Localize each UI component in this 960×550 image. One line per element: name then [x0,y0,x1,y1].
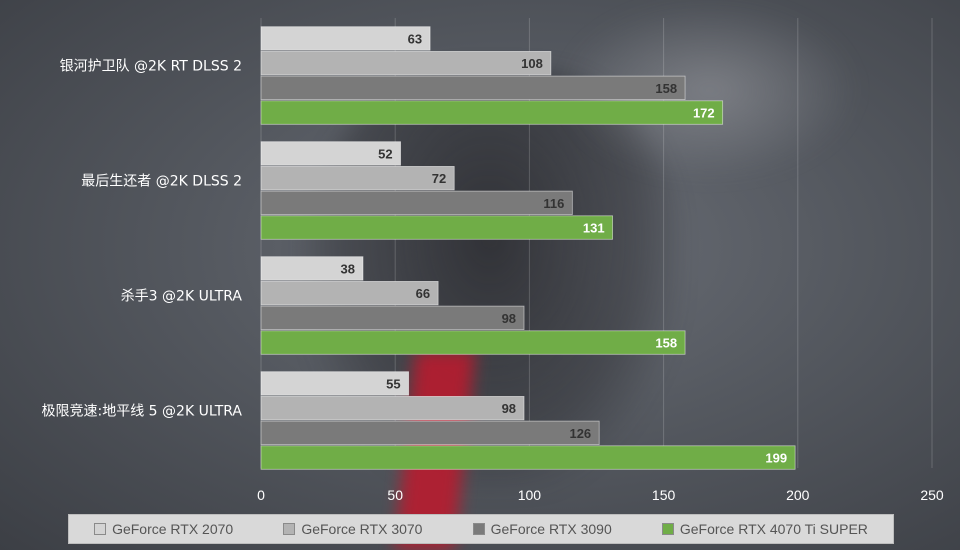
labels: 0 50 100 150 200 250 63 108 158 172 银河护卫队 @2K RT D… [42,31,944,503]
x-tick-label: 50 [387,487,403,503]
data-label: 131 [583,221,605,236]
legend-item-rtx-2070: GeForce RTX 2070 [94,521,233,537]
category-label: 极限竞速:地平线 5 @2K ULTRA [42,403,243,420]
x-tick-label: 100 [518,487,542,503]
legend-label: GeForce RTX 3090 [490,521,612,537]
legend-item-rtx-3070: GeForce RTX 3070 [283,521,422,537]
bar [260,100,724,125]
category-label: 最后生还者 @2K DLSS 2 [81,174,242,190]
legend-swatch-icon [661,523,674,535]
data-label: 52 [378,146,392,161]
bar [260,51,552,76]
bar [260,26,431,51]
bar [260,215,614,240]
legend-label: GeForce RTX 2070 [112,521,234,537]
bar [260,165,455,191]
bar [260,305,525,331]
bar [260,190,573,216]
data-label: 116 [543,196,564,211]
x-tick-label: 0 [257,487,265,503]
legend-label: GeForce RTX 4070 Ti SUPER [679,521,868,537]
data-label: 126 [569,426,591,441]
legend: GeForce RTX 2070 GeForce RTX 3070 GeForc… [68,514,894,544]
data-label: 63 [408,31,422,46]
bar [260,75,686,100]
data-label: 55 [386,376,400,391]
bar [260,371,410,396]
x-tick-label: 200 [786,487,810,503]
legend-swatch-icon [94,523,107,535]
data-label: 72 [432,171,446,186]
x-tick-label: 150 [652,487,676,503]
data-label: 98 [502,401,516,416]
bars [260,26,796,470]
x-tick-label: 250 [920,487,944,503]
category-label: 银河护卫队 @2K RT DLSS 2 [60,59,242,75]
legend-item-rtx-3090: GeForce RTX 3090 [472,521,612,537]
legend-label: GeForce RTX 3070 [301,521,423,537]
bar [260,395,525,421]
bar [260,280,439,306]
bar [260,445,796,470]
data-label: 199 [765,451,787,466]
data-label: 158 [655,336,677,351]
legend-swatch-icon [472,523,485,535]
data-label: 38 [341,261,355,276]
legend-item-rtx-4070-ti-super: GeForce RTX 4070 Ti SUPER [661,521,868,537]
category-label: 杀手3 @2K ULTRA [121,289,243,305]
data-label: 172 [693,106,715,121]
data-label: 98 [502,311,516,326]
legend-swatch-icon [283,523,296,535]
data-label: 108 [521,56,543,71]
data-label: 158 [655,81,677,96]
bar [260,330,686,355]
bar [260,256,364,281]
data-label: 66 [416,286,430,301]
bar [260,141,401,166]
bar [260,420,600,446]
